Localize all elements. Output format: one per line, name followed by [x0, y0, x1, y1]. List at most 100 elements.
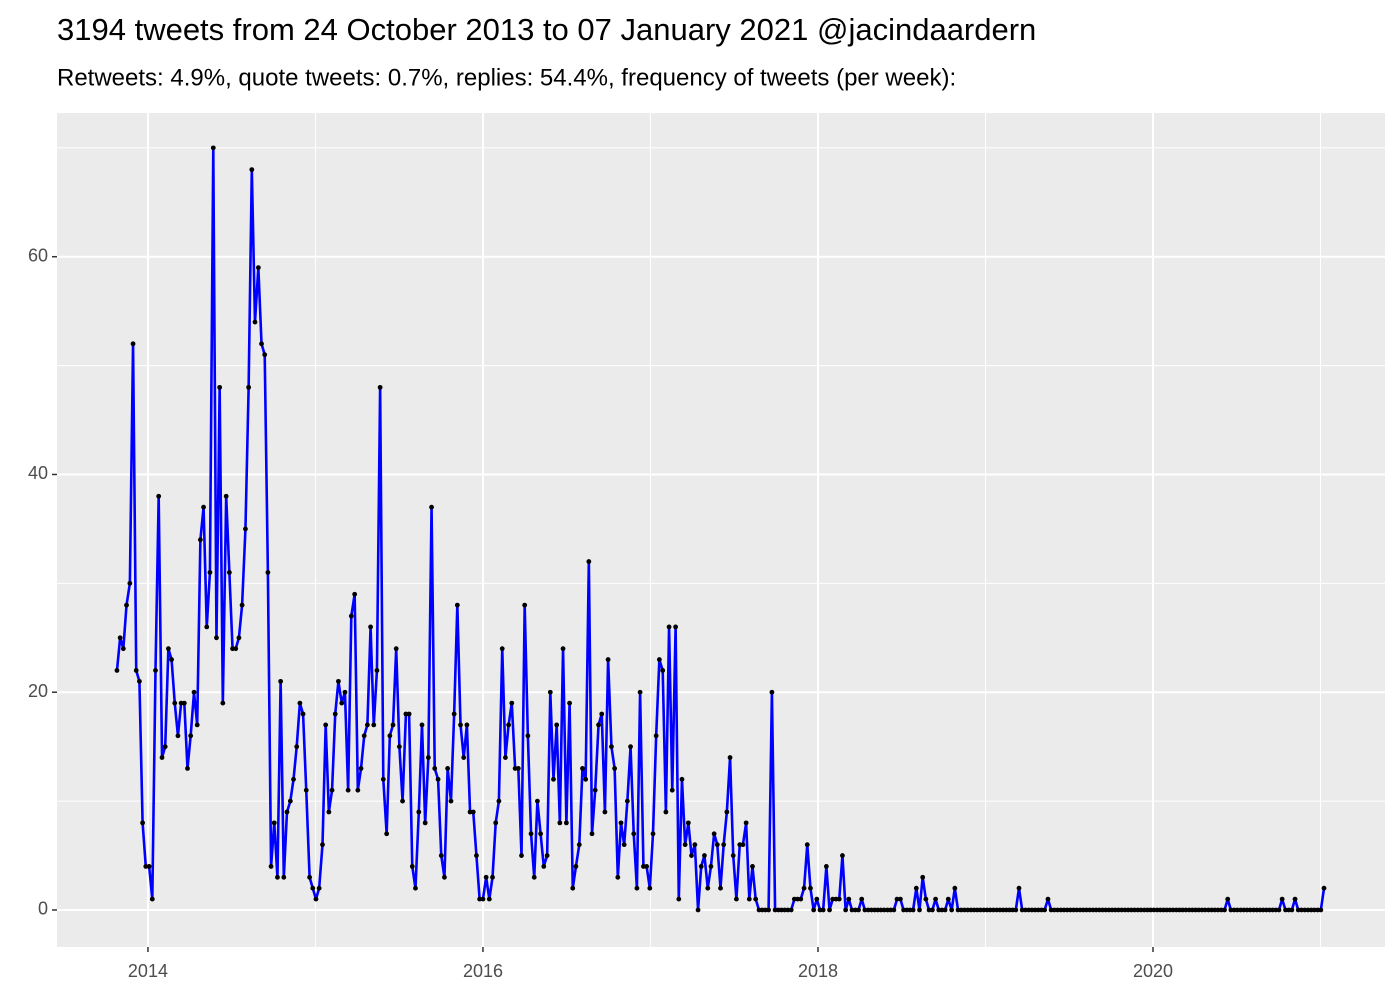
point [618, 820, 624, 826]
point [692, 842, 698, 848]
point [769, 689, 775, 695]
point [259, 341, 264, 347]
point [509, 700, 515, 706]
point [336, 678, 341, 684]
point [246, 384, 252, 390]
point [1074, 907, 1080, 913]
point [698, 864, 704, 869]
point [442, 874, 447, 880]
point [1321, 885, 1327, 891]
point [1234, 907, 1240, 913]
point [153, 668, 158, 673]
point [339, 700, 345, 706]
point [416, 809, 422, 815]
point [419, 722, 425, 728]
point [201, 504, 206, 510]
point [1292, 896, 1298, 902]
point [570, 885, 576, 891]
point [323, 722, 329, 728]
point [519, 853, 524, 858]
point [827, 907, 832, 913]
point [1299, 907, 1304, 913]
point [506, 722, 512, 728]
point [612, 766, 618, 771]
point [413, 885, 418, 891]
point [814, 896, 820, 902]
point [406, 711, 412, 717]
point [669, 787, 675, 793]
point [477, 896, 483, 902]
point [156, 493, 162, 499]
point [580, 766, 585, 771]
point [307, 874, 313, 880]
point [252, 319, 258, 325]
point [634, 885, 640, 891]
point [656, 657, 662, 662]
point [830, 896, 836, 902]
point [621, 842, 627, 848]
y-tick-label: 40 [28, 463, 48, 483]
x-tick-label: 2018 [798, 961, 838, 981]
point [435, 776, 441, 782]
point [718, 885, 723, 891]
point [120, 646, 126, 652]
y-tick-label: 60 [28, 245, 48, 265]
chart-title: 3194 tweets from 24 October 2013 to 07 J… [57, 12, 1036, 47]
point [396, 744, 402, 750]
point [140, 820, 145, 826]
point [371, 722, 377, 728]
point [310, 885, 316, 891]
point [249, 167, 255, 173]
point [952, 885, 958, 891]
point [409, 864, 415, 869]
point [332, 711, 338, 717]
point [605, 657, 611, 662]
point [188, 733, 194, 739]
point [1247, 907, 1253, 913]
point [685, 820, 691, 826]
point [1022, 907, 1028, 913]
point [432, 766, 438, 771]
point [573, 864, 579, 869]
plot-panel [57, 113, 1385, 947]
point [393, 646, 399, 652]
point [589, 831, 595, 837]
point [637, 689, 643, 695]
point [368, 624, 373, 630]
point [624, 798, 630, 804]
point [602, 809, 608, 815]
point [592, 787, 598, 793]
point [197, 537, 203, 543]
point [114, 668, 120, 673]
point [734, 896, 739, 902]
point [162, 744, 168, 750]
point [567, 700, 572, 706]
point [169, 657, 174, 662]
point [846, 896, 852, 902]
point [445, 766, 451, 771]
point [204, 624, 210, 630]
point [990, 907, 996, 913]
point [823, 864, 829, 869]
point [910, 907, 916, 913]
point [124, 602, 129, 608]
point [535, 798, 540, 804]
point [541, 864, 547, 869]
point [474, 853, 479, 858]
point [766, 907, 771, 913]
point [320, 842, 325, 848]
point [862, 907, 868, 913]
point [165, 646, 171, 652]
point [303, 787, 309, 793]
point [191, 689, 197, 695]
point [220, 700, 226, 706]
point [525, 733, 531, 739]
point [313, 896, 319, 902]
point [117, 635, 123, 641]
point [913, 885, 919, 891]
point [609, 744, 614, 750]
point [146, 864, 152, 869]
point [576, 842, 582, 848]
point [1138, 907, 1144, 913]
point [268, 864, 274, 869]
